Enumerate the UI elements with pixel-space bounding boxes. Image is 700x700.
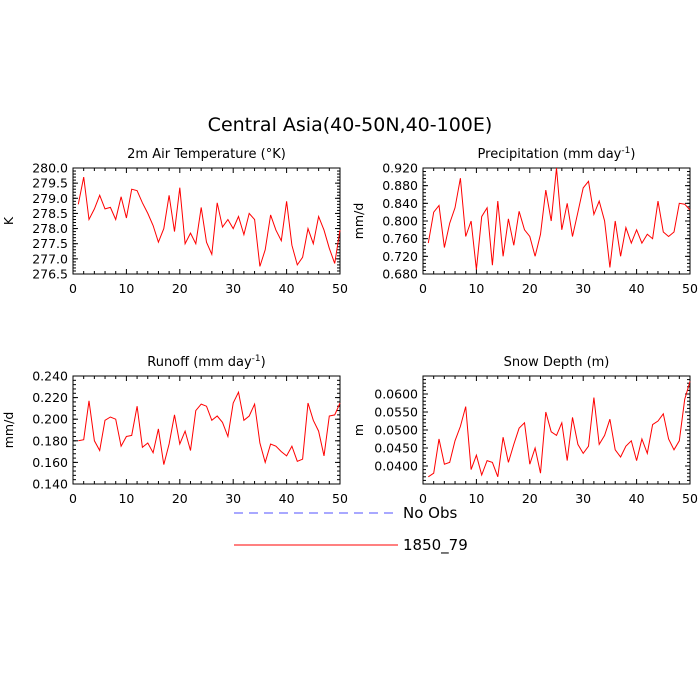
panel-air-temperature: 2m Air Temperature (°K) K 0 10 20 30 40 50 280.0… bbox=[1, 147, 348, 296]
series-line-1850-79 bbox=[428, 381, 691, 478]
y-axis-label: K bbox=[1, 216, 16, 225]
y-axis-label: mm/d bbox=[1, 412, 16, 449]
legend-label-1850-79: 1850_79 bbox=[403, 536, 468, 555]
x-tick-label: 30 bbox=[575, 491, 591, 506]
plot-frame bbox=[72, 167, 341, 275]
x-tick-label: 10 bbox=[468, 281, 484, 296]
y-tick-label: 280.0 bbox=[32, 161, 68, 176]
y-tick-label: 0.800 bbox=[382, 214, 418, 229]
x-tick-label: 50 bbox=[332, 281, 348, 296]
legend: No Obs 1850_79 bbox=[234, 504, 468, 555]
y-tick-label: 0.180 bbox=[32, 433, 68, 448]
y-tick-label: 279.0 bbox=[32, 191, 68, 206]
panel-title: Precipitation (mm day-1) bbox=[478, 146, 636, 162]
x-tick-label: 40 bbox=[279, 491, 295, 506]
plot-frame bbox=[422, 167, 691, 275]
x-tick-label: 20 bbox=[522, 281, 538, 296]
y-tick-label: 0.160 bbox=[32, 455, 68, 470]
y-tick-label: 0.0500 bbox=[374, 423, 418, 438]
y-tick-label: 0.240 bbox=[32, 369, 68, 384]
plot-frame bbox=[72, 375, 341, 485]
panel-runoff: Runoff (mm day-1) mm/d 0 10 20 30 40 50 0.240 0.2… bbox=[1, 354, 348, 506]
x-tick-label: 10 bbox=[118, 281, 134, 296]
x-tick-label: 10 bbox=[468, 491, 484, 506]
series-line-1850-79 bbox=[78, 390, 341, 465]
x-tick-label: 0 bbox=[69, 281, 77, 296]
y-tick-label: 278.5 bbox=[32, 206, 68, 221]
panel-title: Runoff (mm day-1) bbox=[147, 354, 265, 370]
y-tick-label: 279.5 bbox=[32, 176, 68, 191]
y-tick-label: 0.0400 bbox=[374, 459, 418, 474]
x-tick-label: 10 bbox=[118, 491, 134, 506]
panel-precipitation: Precipitation (mm day-1) mm/d 0 10 20 30 40 50 0… bbox=[351, 146, 698, 296]
x-tick-label: 50 bbox=[682, 281, 698, 296]
x-tick-label: 0 bbox=[69, 491, 77, 506]
x-tick-label: 30 bbox=[575, 281, 591, 296]
y-tick-label: 0.720 bbox=[382, 249, 418, 264]
x-tick-label: 40 bbox=[629, 281, 645, 296]
y-axis-label: m bbox=[351, 424, 366, 436]
y-tick-label: 0.200 bbox=[32, 412, 68, 427]
y-tick-label: 0.880 bbox=[382, 178, 418, 193]
x-tick-label: 30 bbox=[225, 281, 241, 296]
legend-label-no-obs: No Obs bbox=[403, 504, 457, 522]
y-tick-label: 277.5 bbox=[32, 236, 68, 251]
y-tick-label: 0.760 bbox=[382, 231, 418, 246]
plot-frame bbox=[422, 375, 691, 485]
y-tick-label: 0.680 bbox=[382, 267, 418, 282]
y-tick-label: 0.220 bbox=[32, 390, 68, 405]
x-tick-label: 20 bbox=[172, 281, 188, 296]
x-tick-label: 20 bbox=[172, 491, 188, 506]
x-tick-label: 0 bbox=[419, 491, 427, 506]
y-tick-label: 0.140 bbox=[32, 477, 68, 492]
y-tick-label: 277.0 bbox=[32, 251, 68, 266]
y-axis-label: mm/d bbox=[351, 203, 366, 240]
x-tick-label: 40 bbox=[629, 491, 645, 506]
figure-title: Central Asia(40-50N,40-100E) bbox=[208, 114, 493, 136]
y-tick-label: 276.5 bbox=[32, 267, 68, 282]
y-tick-label: 0.0600 bbox=[374, 387, 418, 402]
y-tick-label: 278.0 bbox=[32, 221, 68, 236]
x-tick-label: 50 bbox=[332, 491, 348, 506]
panel-title: 2m Air Temperature (°K) bbox=[127, 147, 286, 162]
y-tick-label: 0.0550 bbox=[374, 405, 418, 420]
x-tick-label: 50 bbox=[682, 491, 698, 506]
x-tick-label: 40 bbox=[279, 281, 295, 296]
x-tick-label: 20 bbox=[522, 491, 538, 506]
panel-title: Snow Depth (m) bbox=[504, 355, 610, 370]
y-tick-label: 0.920 bbox=[382, 161, 418, 176]
panel-snow-depth: Snow Depth (m) m 0 10 20 30 40 50 0.0600 0.0550 0.… bbox=[351, 355, 698, 506]
x-tick-label: 0 bbox=[419, 281, 427, 296]
series-line-1850-79 bbox=[427, 167, 691, 270]
x-tick-label: 30 bbox=[225, 491, 241, 506]
panels: 2m Air Temperature (°K) K 0 10 20 30 40 50 280.0… bbox=[1, 146, 698, 506]
y-tick-label: 0.0450 bbox=[374, 441, 418, 456]
y-tick-label: 0.840 bbox=[382, 196, 418, 211]
series-line-1850-79 bbox=[77, 177, 341, 267]
